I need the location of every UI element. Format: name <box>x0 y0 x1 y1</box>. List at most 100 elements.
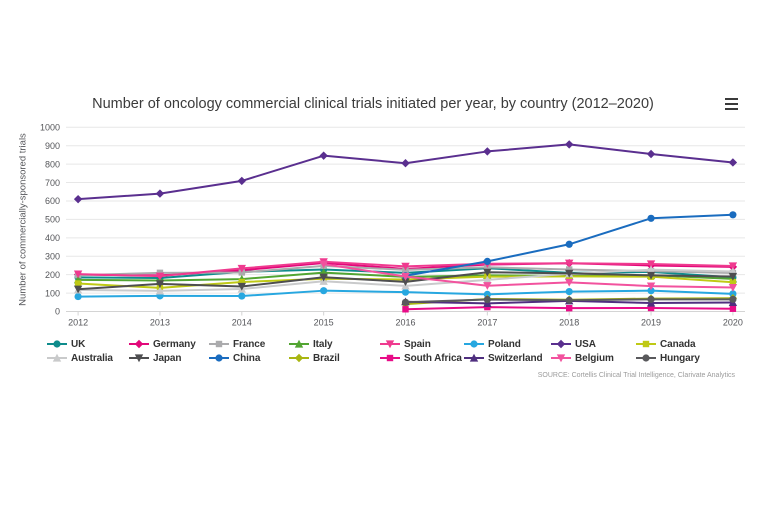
series-marker <box>386 354 394 362</box>
series-marker <box>74 292 82 301</box>
y-axis-label: 300 <box>45 251 60 261</box>
y-axis-label: 500 <box>45 215 60 225</box>
legend-label: Australia <box>71 352 113 364</box>
circle-legend-marker-icon <box>209 354 229 362</box>
plot-area: 0 100 200 300 400 500 600 700 800 900 1000 2012 2013… <box>40 123 745 328</box>
x-axis-label: 2018 <box>559 318 579 328</box>
series-marker <box>53 340 61 348</box>
x-axis-label: 2020 <box>723 318 743 328</box>
series-marker <box>729 211 737 219</box>
y-axis-label: 200 <box>45 270 60 280</box>
series-marker <box>646 149 656 159</box>
series-marker <box>237 264 246 273</box>
legend-label: Spain <box>404 338 431 350</box>
series-marker <box>565 140 574 149</box>
square-legend-marker-icon <box>636 340 656 348</box>
legend-label: Germany <box>153 338 196 350</box>
x-axis-label: 2017 <box>477 318 497 328</box>
series-marker <box>155 286 165 295</box>
series-marker <box>385 340 395 349</box>
series-south-africa <box>402 303 737 313</box>
series-marker <box>401 272 410 281</box>
series-marker <box>729 279 737 286</box>
circle-legend-marker-icon <box>47 340 67 348</box>
x-axis-label: 2013 <box>150 318 170 328</box>
series-marker <box>238 292 246 300</box>
chart-card: Number of oncology commercial clinical t… <box>0 85 768 390</box>
series-marker <box>469 353 479 362</box>
series-marker <box>52 353 62 362</box>
y-axis-label: 800 <box>45 159 60 169</box>
y-axis-label: 1000 <box>40 123 60 133</box>
triangle-down-legend-marker-icon <box>551 354 571 363</box>
legend-label: France <box>233 338 266 350</box>
series-belgium <box>319 260 738 292</box>
series-marker <box>215 340 223 348</box>
legend-label: USA <box>575 338 596 350</box>
series-marker <box>215 354 223 362</box>
series-marker <box>565 259 574 268</box>
chart-title: Number of oncology commercial clinical t… <box>92 96 654 112</box>
series-marker <box>401 288 410 296</box>
series-marker <box>483 282 492 290</box>
series-marker <box>566 304 573 312</box>
series-marker <box>565 288 573 296</box>
x-axis-label: 2012 <box>68 318 88 328</box>
legend-label: South Africa <box>404 352 462 364</box>
source-credit: SOURCE: Cortellis Clinical Trial Intelli… <box>537 372 735 379</box>
context-menu-button[interactable] <box>721 94 743 114</box>
diamond-legend-marker-icon <box>129 339 149 349</box>
series-marker <box>73 270 83 279</box>
legend-label: Hungary <box>660 352 700 364</box>
series-marker <box>565 240 573 248</box>
y-axis-label: 900 <box>45 141 60 151</box>
legend-label: China <box>233 352 261 364</box>
series-hungary <box>401 295 737 306</box>
series-marker <box>729 305 737 312</box>
series-marker <box>74 280 82 287</box>
series-marker <box>401 298 410 306</box>
series-marker <box>728 158 738 167</box>
triangle-down-legend-marker-icon <box>129 354 149 363</box>
series-marker <box>483 257 491 265</box>
series-marker <box>401 159 410 168</box>
series-marker <box>320 287 328 295</box>
series-marker <box>729 295 737 303</box>
triangle-legend-marker-icon <box>464 353 484 362</box>
series-marker <box>646 260 656 269</box>
legend-label: Switzerland <box>488 352 543 364</box>
legend-label: Brazil <box>313 352 340 364</box>
series-line <box>322 263 734 289</box>
legend-label: UK <box>71 338 86 350</box>
x-axis-label: 2014 <box>232 318 252 328</box>
y-axis-label: 600 <box>45 196 60 206</box>
series-marker <box>647 295 655 303</box>
series-marker <box>647 287 655 295</box>
series-marker <box>134 339 144 349</box>
legend-label: Canada <box>660 338 696 350</box>
legend-label: Belgium <box>575 352 614 364</box>
y-axis-label: 0 <box>55 307 60 317</box>
series-marker <box>728 262 738 271</box>
series-marker <box>642 340 650 348</box>
series-marker <box>237 282 246 291</box>
series-marker <box>646 265 656 274</box>
series-marker <box>237 176 246 186</box>
series-marker <box>134 354 144 363</box>
series-marker <box>483 147 492 156</box>
series-marker <box>484 303 491 311</box>
series-marker <box>647 214 655 222</box>
series-marker <box>728 283 738 292</box>
series-marker <box>401 278 410 287</box>
triangle-legend-marker-icon <box>47 353 67 362</box>
y-axis-label: 100 <box>45 288 60 298</box>
legend-label: Poland <box>488 338 521 350</box>
series-marker <box>155 189 165 198</box>
circle-legend-marker-icon <box>464 340 484 348</box>
series-marker <box>73 194 83 204</box>
x-axis-label: 2016 <box>395 318 415 328</box>
series-marker <box>565 269 574 278</box>
circle-legend-marker-icon <box>636 354 656 362</box>
series-line <box>77 143 734 201</box>
series-marker <box>294 339 304 348</box>
